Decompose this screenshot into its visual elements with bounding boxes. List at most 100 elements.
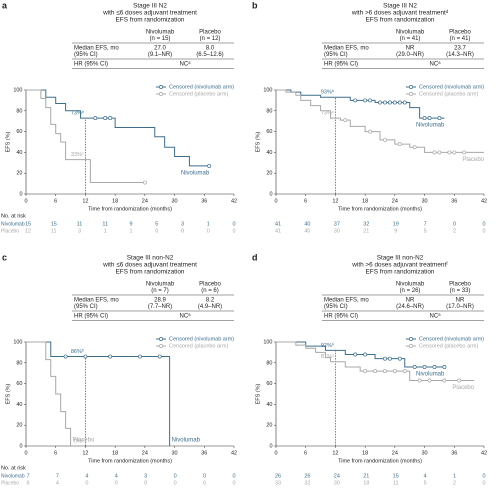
table-header: Placebo — [199, 30, 221, 36]
table-row-label: Median EFS, mo — [324, 46, 369, 52]
censor-mark — [368, 129, 373, 134]
censor-mark — [383, 100, 387, 105]
panel-title: Stage III non-N2 — [127, 255, 174, 262]
censor-mark — [383, 137, 387, 142]
y-axis-label: EFS (%) — [5, 131, 11, 152]
at-risk-title: No. at risk — [1, 213, 26, 219]
at-risk-value: 4 — [115, 473, 118, 479]
x-tick-label: 24 — [392, 198, 398, 204]
table-header: Nivolumab — [396, 282, 425, 288]
censor-mark — [447, 150, 452, 155]
censor-mark — [108, 116, 113, 121]
panel-letter: d — [252, 252, 258, 262]
landmark-label: 93%ᵇ — [321, 89, 334, 96]
at-risk-value: 0 — [232, 473, 235, 479]
table-cell: NR — [456, 298, 465, 304]
censor-mark — [462, 150, 467, 155]
at-risk-value: 0 — [482, 228, 485, 234]
landmark-label: 73%ᶜ — [321, 111, 334, 117]
at-risk-name: Nivolumab — [1, 473, 25, 479]
censor-mark — [422, 116, 427, 121]
table-header: (n = 41) — [400, 36, 421, 42]
table-row-label: Median EFS, mo — [324, 298, 369, 304]
at-risk-value: 32 — [304, 480, 310, 486]
censor-mark — [417, 378, 422, 383]
table-cell: 27.0 — [154, 46, 166, 52]
table-row-label: (95% CI) — [74, 52, 98, 58]
x-tick-label: 36 — [451, 198, 457, 204]
censor-mark — [437, 116, 442, 121]
y-tick-label: 60 — [16, 381, 22, 387]
y-axis-label: EFS (%) — [255, 131, 261, 152]
at-risk-value: 4 — [56, 480, 59, 486]
x-tick-label: 36 — [201, 198, 207, 204]
curve-label: Placebo — [73, 438, 95, 444]
table-header: Placebo — [449, 282, 471, 288]
y-tick-label: 80 — [266, 360, 272, 366]
at-risk-value: 0 — [482, 480, 485, 486]
at-risk-value: 41 — [275, 221, 281, 227]
table-header: (n = 41) — [450, 36, 471, 42]
table-cell: (14.3–NR) — [446, 52, 474, 58]
table-cell: 8.2 — [206, 298, 215, 304]
x-tick-label: 42 — [481, 450, 487, 456]
censor-mark — [442, 365, 447, 369]
x-tick-label: 18 — [362, 450, 368, 456]
table-header: Placebo — [199, 282, 221, 288]
table-cell: NCᵃ — [430, 62, 442, 68]
at-risk-value: 15 — [25, 221, 31, 227]
km-curve — [26, 341, 72, 446]
table-row-label: (95% CI) — [74, 304, 98, 310]
x-tick-label: 0 — [274, 198, 277, 204]
at-risk-value: 7 — [424, 221, 427, 227]
table-header: Placebo — [449, 30, 471, 36]
x-tick-label: 42 — [481, 198, 487, 204]
x-tick-label: 30 — [422, 450, 428, 456]
censor-mark — [397, 356, 402, 361]
x-tick-label: 6 — [304, 198, 307, 204]
at-risk-value: 0 — [155, 228, 158, 234]
y-tick-label: 60 — [266, 129, 272, 135]
curve-label: Nivolumab — [416, 123, 445, 129]
table-cell: (6.5–12.6) — [196, 52, 223, 58]
at-risk-value: 7 — [56, 473, 59, 479]
at-risk-value: 1 — [129, 228, 132, 234]
at-risk-value: 26 — [275, 473, 281, 479]
km-curve — [276, 341, 475, 381]
at-risk-value: 5 — [155, 221, 158, 227]
censor-mark — [103, 116, 108, 121]
y-tick-label: 100 — [263, 339, 272, 345]
y-tick-label: 60 — [16, 129, 22, 135]
table-row-label: Median EFS, mo — [74, 298, 119, 304]
x-tick-label: 36 — [201, 450, 207, 456]
y-axis-label: EFS (%) — [5, 383, 11, 404]
panel-letter: b — [252, 0, 258, 10]
table-cell: NCᵃ — [180, 62, 192, 68]
censor-mark — [353, 352, 358, 357]
y-tick-label: 20 — [266, 171, 272, 177]
legend-label: Censored (placebo arm) — [419, 91, 478, 97]
panel-title: EFS from randomization — [116, 17, 185, 24]
at-risk-value: 3 — [144, 473, 147, 479]
table-row-label: (95% CI) — [324, 304, 348, 310]
table-cell: (7.7–NR) — [148, 304, 172, 310]
legend-label: Censored (placebo arm) — [169, 91, 228, 97]
at-risk-name: Placebo — [1, 480, 19, 486]
x-tick-label: 12 — [82, 450, 88, 456]
at-risk-value: 12 — [25, 228, 31, 234]
y-axis-label: EFS (%) — [255, 383, 261, 404]
table-cell: (4.9–NR) — [198, 304, 222, 310]
x-axis-label: Time from randomization (months) — [338, 458, 422, 464]
censor-mark — [442, 378, 447, 383]
censor-mark — [207, 163, 212, 168]
at-risk-name: Placebo — [1, 228, 19, 234]
at-risk-value: 0 — [207, 228, 210, 234]
censor-mark — [457, 378, 462, 383]
censor-mark — [63, 354, 68, 359]
legend-label: Censored (nivolumab arm) — [169, 336, 234, 342]
censor-mark — [343, 118, 348, 123]
y-tick-label: 40 — [266, 402, 272, 408]
at-risk-value: 40 — [304, 228, 310, 234]
censor-mark — [373, 369, 377, 374]
